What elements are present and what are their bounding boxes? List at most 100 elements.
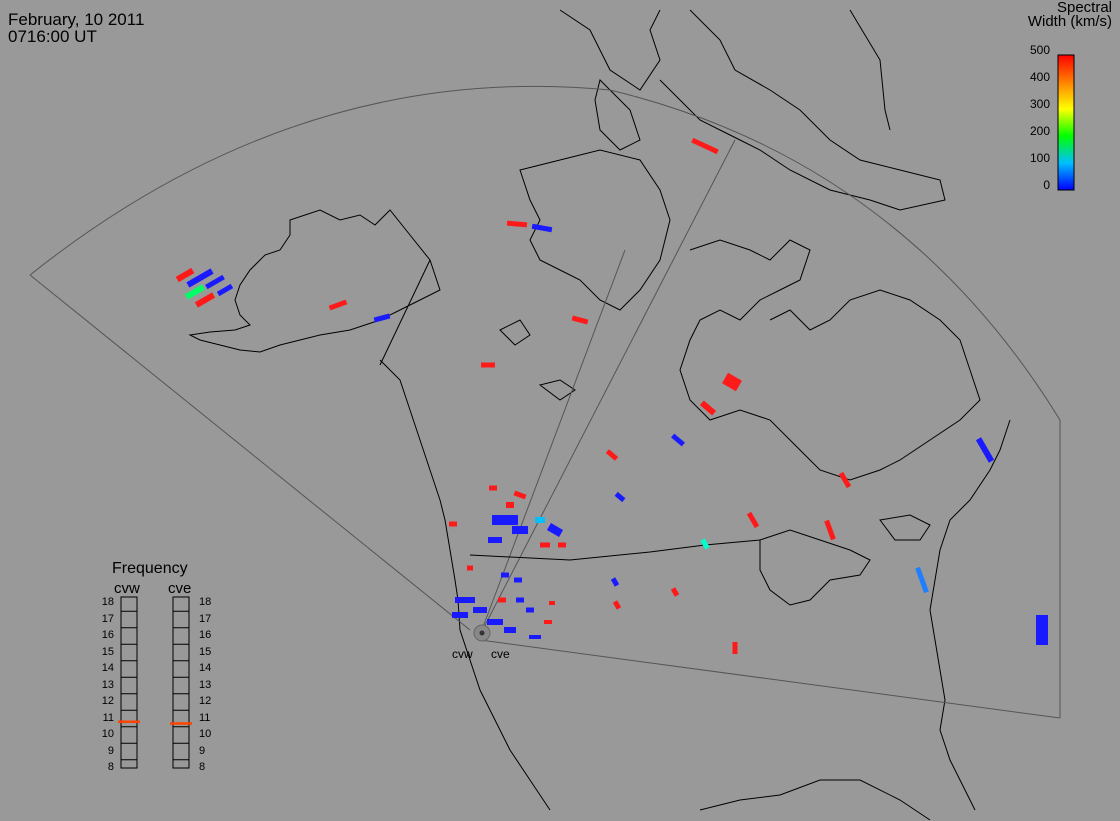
freq-tick-left: 18: [101, 596, 114, 608]
beam-line-1: [479, 249, 626, 636]
echo-cell: [512, 526, 528, 534]
echo-cell: [746, 511, 760, 529]
echo-cell: [691, 137, 719, 155]
echo-cell: [487, 619, 503, 625]
time-label: 0716:00 UT: [8, 27, 97, 46]
radar-site-center: [479, 630, 485, 636]
echo-cell: [975, 437, 995, 463]
echo-cell: [501, 572, 509, 578]
echo-cell: [535, 517, 545, 523]
echo-cell: [571, 315, 589, 325]
echo-cell: [700, 538, 710, 550]
fov-right-edge: [479, 639, 1061, 719]
echo-cell: [455, 597, 475, 603]
fov-left-edge: [29, 274, 471, 631]
freq-tick-left: 13: [101, 678, 114, 691]
radar-label-cve: cve: [491, 647, 510, 661]
freq-tick-right: 16: [199, 629, 212, 641]
colorbar-tick-label: 400: [1029, 70, 1050, 84]
frequency-title: Frequency: [112, 560, 188, 577]
echo-cell: [612, 600, 622, 610]
echo-cell: [498, 597, 506, 603]
freq-tick-left: 8: [107, 761, 114, 773]
echo-cell: [467, 565, 473, 571]
freq-tick-left: 12: [101, 695, 114, 707]
echo-cell: [492, 515, 518, 525]
echo-cell: [915, 566, 929, 594]
echo-cell: [546, 523, 564, 537]
radar-label-cvw: cvw: [452, 647, 473, 661]
echo-cell: [481, 362, 495, 368]
echo-cell: [216, 283, 234, 297]
echo-cell: [558, 542, 566, 548]
echo-cell: [473, 607, 487, 613]
echo-cell: [540, 542, 550, 548]
greenland-coast: [559, 9, 946, 211]
pacific-coast: [379, 359, 551, 811]
freq-tick-left: 9: [107, 744, 114, 757]
colorbar-tick-label: 200: [1029, 124, 1050, 138]
echo-cell: [529, 635, 541, 639]
beam-line-2: [479, 139, 736, 636]
hudson-bay: [679, 239, 981, 481]
freq-tick-right: 8: [199, 761, 206, 773]
canada-us-border: [469, 539, 761, 561]
echo-cell: [514, 577, 522, 583]
freq-tick-right: 15: [199, 645, 212, 658]
echo-cell: [488, 537, 502, 543]
echo-cell: [516, 597, 524, 603]
echo-cell: [506, 502, 514, 508]
colorbar-title-1: Spectral: [1056, 0, 1112, 16]
freq-tick-right: 10: [199, 728, 212, 740]
echo-cell: [449, 521, 457, 527]
freq-tick-right: 17: [199, 612, 212, 625]
echo-layer: [175, 137, 1048, 654]
echo-cell: [373, 313, 391, 323]
frequency-gauges: [118, 596, 192, 769]
coastlines: [188, 9, 1011, 821]
atlantic-coast: [929, 419, 1011, 811]
echo-cell: [513, 490, 527, 500]
colorbar-tick-label: 500: [1029, 43, 1050, 57]
echo-cell: [506, 220, 528, 228]
freq-col-cve: cve: [168, 580, 192, 597]
freq-tick-right: 9: [199, 744, 206, 757]
freq-tick-right: 13: [199, 678, 212, 691]
fov-arc: [29, 85, 1061, 718]
arctic-islands: [499, 79, 671, 401]
echo-cell: [1036, 615, 1048, 645]
colorbar-tick-label: 0: [1043, 178, 1050, 192]
echo-cell: [671, 433, 685, 447]
echo-cell: [175, 267, 195, 283]
echo-cell: [186, 268, 214, 288]
echo-cell: [184, 284, 206, 300]
echo-cell: [504, 627, 516, 633]
echo-cell: [824, 519, 836, 541]
freq-gauge-box: [172, 596, 190, 769]
gulf-coast: [699, 779, 931, 821]
echo-cell: [614, 491, 626, 503]
great-lakes: [759, 514, 931, 606]
freq-tick-left: 11: [102, 711, 114, 724]
echo-cell: [670, 587, 680, 597]
colorbar-tick-label: 300: [1029, 97, 1050, 111]
echo-cell: [699, 400, 717, 416]
date-label: February, 10 2011: [8, 10, 145, 29]
echo-cell: [549, 601, 555, 605]
echo-cell: [205, 274, 225, 290]
echo-cell: [194, 292, 216, 308]
freq-col-cvw: cvw: [114, 580, 140, 597]
echo-cell: [722, 372, 742, 392]
borders: [379, 259, 761, 561]
freq-tick-left: 15: [101, 645, 114, 658]
freq-tick-left: 16: [101, 629, 114, 641]
colorbar-tick-label: 100: [1029, 151, 1050, 165]
echo-cell: [605, 449, 619, 461]
freq-tick-left: 14: [101, 662, 114, 674]
freq-tick-right: 11: [199, 711, 211, 724]
echo-cell: [489, 485, 497, 491]
echo-cell: [328, 299, 348, 311]
echo-cell: [610, 577, 620, 587]
alaska-coast: [188, 209, 441, 353]
